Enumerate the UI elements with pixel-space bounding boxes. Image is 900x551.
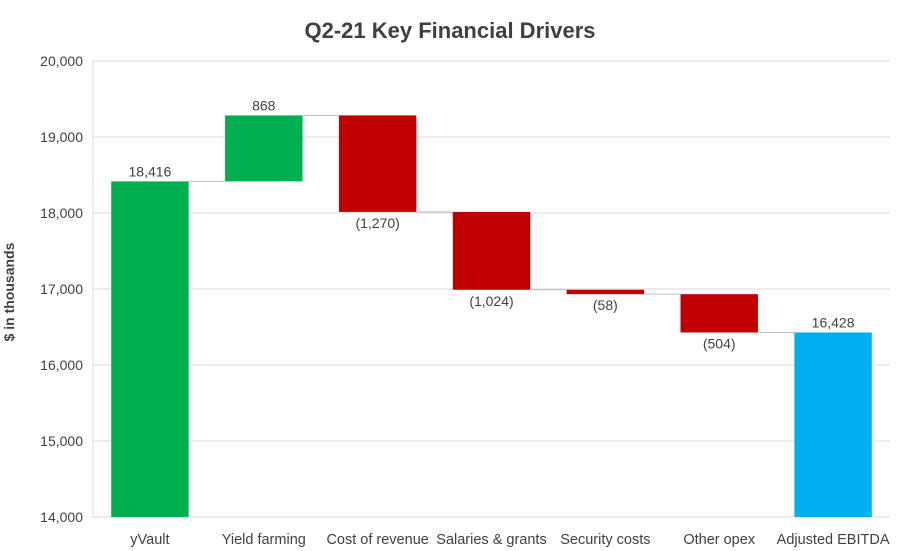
data-label: (1,270) [355,215,399,231]
data-label: 18,416 [129,163,172,179]
chart-title: Q2-21 Key Financial Drivers [304,18,595,43]
x-category-label: Adjusted EBITDA [777,532,890,548]
data-labels: 18,416 868 (1,270) (1,024) (58) (504) 16,428 [129,97,855,351]
y-axis-label: $ in thousands [1,242,17,341]
y-tick-label: 15,000 [40,433,83,449]
y-tick-label: 20,000 [40,53,83,69]
data-label: 16,428 [812,314,855,330]
bars [111,115,872,517]
y-tick-label: 19,000 [40,129,83,145]
bar-4 [566,289,645,295]
data-label: (504) [703,335,736,351]
bar-3 [452,211,531,290]
y-tick-label: 18,000 [40,205,83,221]
x-category-label: Other opex [683,532,755,548]
x-category-label: Cost of revenue [326,532,428,548]
data-label: (1,024) [469,293,513,309]
bar-5 [680,294,758,333]
y-tick-label: 16,000 [40,357,83,373]
x-category-label: Yield farming [222,532,306,548]
x-category-label: Salaries & grants [436,532,546,548]
y-tick-label: 17,000 [40,281,83,297]
bar-6 [794,332,872,517]
data-label: (58) [593,297,618,313]
connectors [188,114,795,333]
bar-2 [338,115,417,212]
data-label: 868 [252,97,276,113]
y-axis-ticks: 14,000 15,000 16,000 17,000 18,000 19,000 20,0… [40,53,83,525]
bar-1 [225,115,303,182]
y-tick-label: 14,000 [40,509,83,525]
bar-0 [111,181,189,517]
x-axis-categories: yVault Yield farming Cost of revenue Salari… [130,532,890,548]
x-category-label: yVault [130,532,169,548]
x-category-label: Security costs [560,532,650,548]
